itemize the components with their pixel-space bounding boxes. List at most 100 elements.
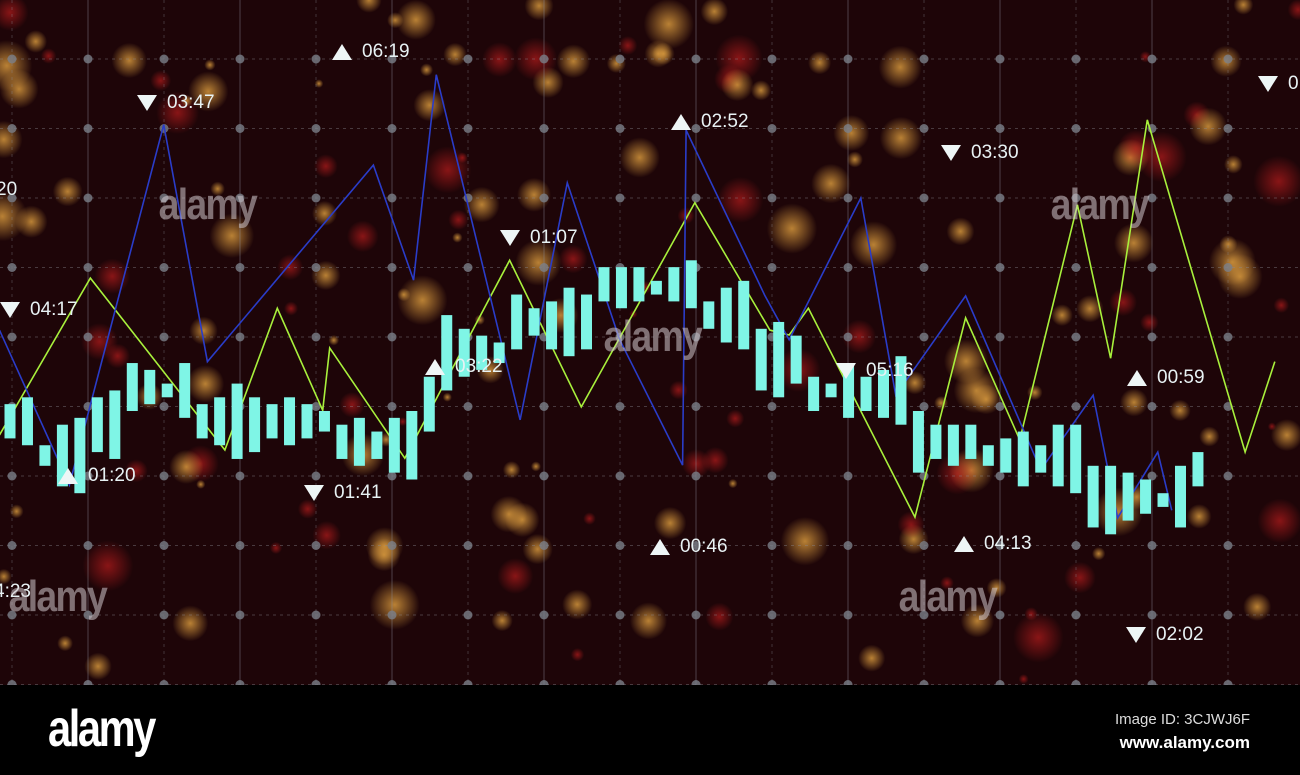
annotation-label: 00:59 — [1157, 367, 1205, 388]
grid-dot — [767, 610, 777, 620]
bokeh-light — [971, 384, 1002, 415]
grid-dot — [919, 402, 929, 411]
bokeh-light — [1224, 155, 1243, 174]
grid-dot — [1071, 124, 1081, 133]
grid-dot — [995, 402, 1005, 411]
bokeh-light — [780, 517, 830, 566]
grid-dot — [83, 610, 93, 620]
grid-dot — [843, 124, 853, 133]
bokeh-light — [0, 40, 33, 92]
watermark: alamy — [898, 572, 998, 621]
candle-bar — [860, 376, 872, 411]
annotation-marker: 03:22 — [425, 356, 503, 378]
candle-bar — [1122, 472, 1134, 521]
candle-bar — [4, 404, 16, 439]
grid-dot — [159, 263, 169, 272]
candle-bar — [214, 397, 226, 446]
candle-bar — [1052, 424, 1064, 487]
grid-dot — [1147, 680, 1157, 685]
annotation-marker: 20 — [0, 179, 17, 201]
grid-dot — [539, 193, 549, 203]
grid-dot — [159, 402, 169, 411]
grid-dot — [539, 471, 549, 481]
bokeh-light — [424, 146, 472, 194]
grid-dot — [539, 124, 549, 133]
grid-dot — [83, 471, 93, 481]
annotation-label: 04:13 — [984, 533, 1032, 554]
grid-dot — [1223, 680, 1233, 685]
bokeh-light — [24, 30, 48, 53]
annotation-label: 20 — [0, 179, 18, 200]
candle-bar — [196, 404, 208, 439]
bokeh-light — [619, 137, 660, 178]
bokeh-light — [1253, 155, 1300, 207]
grid-dot — [995, 471, 1005, 481]
grid-dot — [1147, 541, 1157, 550]
annotation-label: 03:22 — [455, 356, 503, 377]
bokeh-light — [669, 380, 688, 400]
candle-bar — [1035, 445, 1047, 473]
bokeh-light — [946, 217, 975, 246]
bokeh-light — [209, 213, 255, 259]
bokeh-light — [1243, 592, 1272, 621]
grid-dot — [691, 54, 701, 64]
grid-dot — [919, 193, 929, 203]
grid-dot — [539, 610, 549, 620]
candle-bar — [947, 424, 959, 466]
grid-dot — [83, 680, 93, 685]
candle-bar — [91, 397, 103, 453]
grid-dot — [1147, 332, 1157, 342]
grid-dot — [767, 263, 777, 272]
triangle-down-icon — [1258, 76, 1278, 92]
bokeh-light — [189, 316, 218, 345]
bokeh-light — [172, 605, 209, 642]
grid-dot — [83, 541, 93, 550]
grid-dot — [7, 610, 17, 620]
bokeh-light — [1217, 254, 1263, 299]
bokeh-light — [583, 512, 596, 525]
bokeh-light — [524, 0, 554, 21]
candle-bar — [685, 260, 697, 309]
grid-dot — [7, 680, 17, 685]
grid-dot — [235, 124, 245, 133]
candle-bar — [144, 369, 156, 405]
candle-bar — [965, 424, 977, 459]
grid-dot — [235, 471, 245, 481]
grid-dot — [919, 54, 929, 64]
grid-dot — [615, 610, 625, 620]
candle-bar — [406, 411, 418, 480]
grid-dot — [1223, 54, 1233, 64]
grid-dot — [691, 332, 701, 342]
bokeh-light — [1117, 130, 1155, 167]
bokeh-light — [652, 42, 675, 65]
chart-area: 06:19 03:47 02:52 03:30 20 0 01:07 04:17 03:22 05… — [0, 0, 1300, 685]
annotation-marker: 02:02 — [1126, 624, 1204, 646]
bokeh-light — [556, 44, 591, 79]
bokeh-light — [766, 203, 818, 254]
bokeh-light — [522, 533, 553, 565]
grid-dot — [463, 263, 473, 272]
grid-dot — [615, 124, 625, 133]
grid-dot — [1223, 471, 1233, 481]
triangle-down-icon — [304, 485, 324, 501]
bokeh-light — [1109, 288, 1137, 317]
candle-bar — [388, 417, 400, 473]
candle-bar — [528, 308, 540, 336]
bokeh-light — [339, 392, 365, 418]
grid-dot — [387, 54, 397, 64]
bokeh-light — [811, 163, 851, 204]
grid-dot — [539, 680, 549, 685]
bokeh-light — [482, 42, 517, 78]
annotation-marker: 05:16 — [836, 360, 914, 382]
grid-dot — [995, 541, 1005, 550]
grid-dot — [7, 124, 17, 133]
candle-bar — [790, 335, 802, 384]
bokeh-light — [420, 63, 434, 77]
grid-dot — [311, 610, 321, 620]
bokeh-light — [879, 116, 923, 160]
grid-dot — [843, 332, 853, 342]
site-url: www.alamy.com — [1119, 733, 1250, 752]
candle-bar — [615, 267, 627, 309]
bokeh-light — [463, 186, 500, 223]
bokeh-light — [858, 644, 886, 672]
